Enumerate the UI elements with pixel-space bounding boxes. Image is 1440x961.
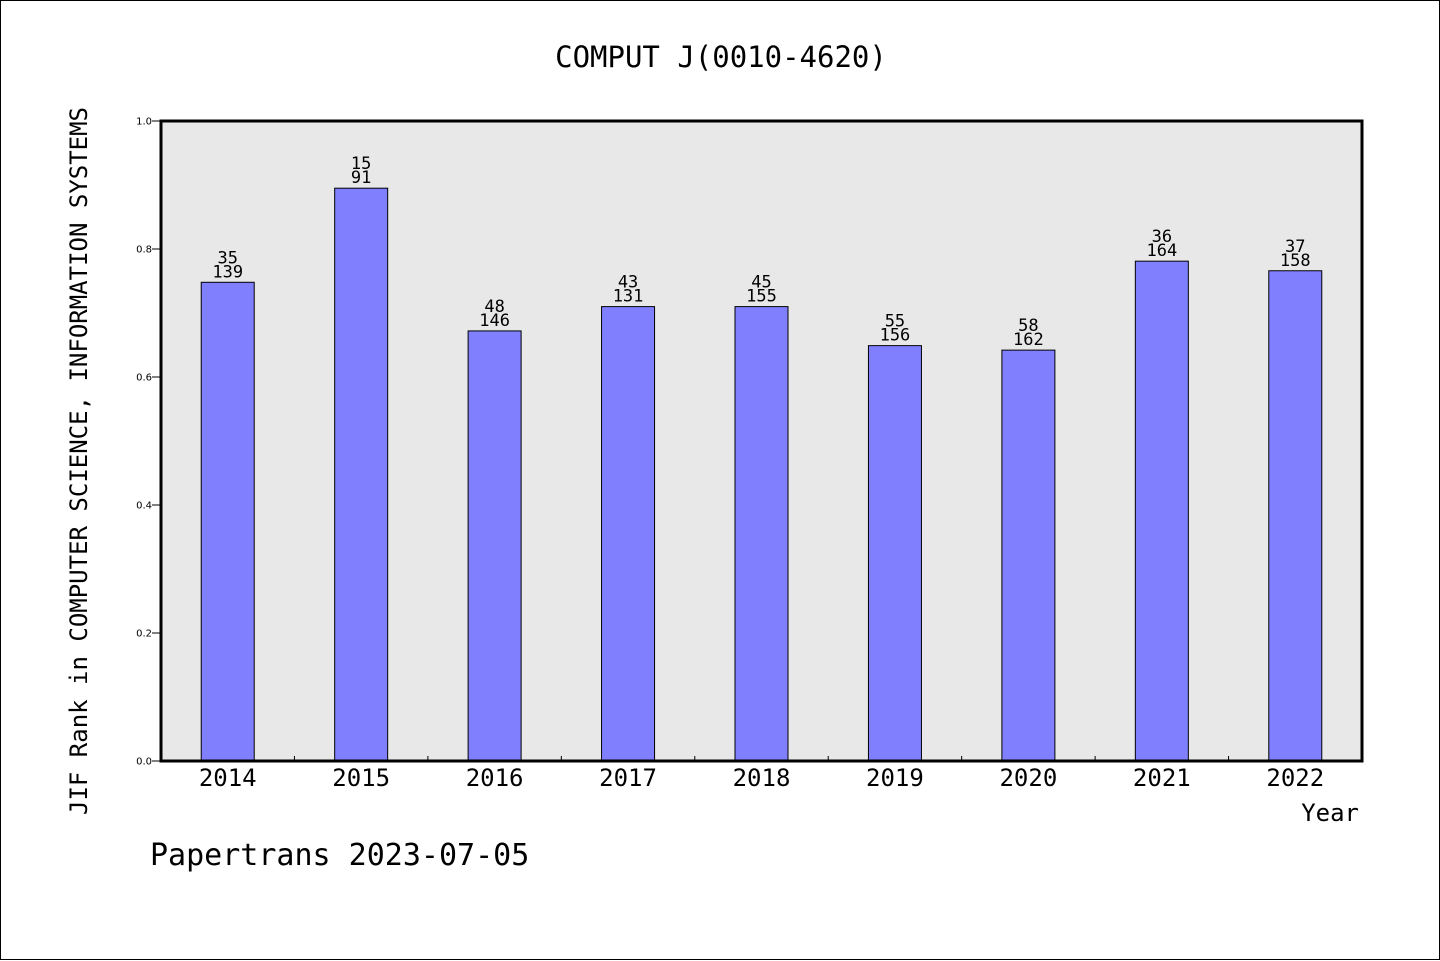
bar-rank-label: 15 bbox=[351, 154, 371, 174]
x-axis-tick-labels: 2014 2015 2016 2017 2018 2019 2020 2021 2022 bbox=[199, 764, 1324, 792]
bar-2015 bbox=[334, 187, 389, 762]
x-axis-label: Year bbox=[1301, 799, 1359, 827]
y-axis-label: JIF Rank in COMPUTER SCIENCE, INFORMATIO… bbox=[65, 107, 93, 815]
bar-rank-label: 37 bbox=[1285, 237, 1305, 257]
x-tick-label: 2021 bbox=[1133, 764, 1191, 792]
bar-total-label: 162 bbox=[1013, 330, 1044, 350]
bar-rank-label: 58 bbox=[1018, 316, 1038, 336]
y-tick-label: 1.0 bbox=[136, 117, 152, 128]
bar-total-label: 146 bbox=[479, 311, 510, 331]
y-tick-label: 0.8 bbox=[136, 245, 152, 256]
bar-total-label: 91 bbox=[351, 168, 371, 188]
bar-2017 bbox=[601, 306, 656, 762]
y-tick-label: 0.0 bbox=[136, 757, 152, 768]
bar-rank-label: 48 bbox=[484, 297, 504, 317]
bar-total-label: 164 bbox=[1146, 241, 1177, 261]
x-tick-label: 2014 bbox=[199, 764, 257, 792]
bar-total-label: 158 bbox=[1280, 251, 1311, 271]
plot-border bbox=[159, 119, 1364, 763]
x-tick-label: 2022 bbox=[1266, 764, 1324, 792]
footer-watermark: Papertrans 2023-07-05 bbox=[150, 838, 529, 873]
bar-total-label: 156 bbox=[880, 326, 911, 346]
x-tick-label: 2019 bbox=[866, 764, 924, 792]
bar-rank-label: 35 bbox=[217, 248, 237, 268]
x-tick-label: 2020 bbox=[999, 764, 1057, 792]
bar-2014 bbox=[200, 281, 255, 762]
bars bbox=[200, 187, 1323, 762]
bar-total-label: 139 bbox=[212, 262, 243, 282]
bar-2018 bbox=[734, 306, 789, 762]
bar-total-label: 131 bbox=[613, 287, 644, 307]
chart-title: COMPUT J(0010-4620) bbox=[555, 40, 887, 74]
bar-rank-label: 45 bbox=[751, 273, 771, 293]
y-tick-label: 0.4 bbox=[136, 501, 152, 512]
y-tick-label: 0.2 bbox=[136, 629, 152, 640]
bar-2019 bbox=[867, 345, 922, 762]
bar-rank-label: 36 bbox=[1152, 227, 1172, 247]
bar-2021 bbox=[1134, 260, 1189, 762]
bar-rank-label: 43 bbox=[618, 273, 638, 293]
x-tick-label: 2015 bbox=[332, 764, 390, 792]
bar-total-label: 155 bbox=[746, 287, 777, 307]
y-tick-label: 0.6 bbox=[136, 373, 152, 384]
bar-2020 bbox=[1001, 349, 1056, 762]
y-axis: 0.0 0.2 0.4 0.6 0.8 1.0 bbox=[136, 117, 161, 768]
x-tick-label: 2016 bbox=[466, 764, 524, 792]
x-tick-label: 2017 bbox=[599, 764, 657, 792]
bar-2016 bbox=[467, 330, 522, 762]
bar-2022 bbox=[1268, 270, 1323, 762]
x-tick-label: 2018 bbox=[733, 764, 791, 792]
bar-rank-label: 55 bbox=[885, 312, 905, 332]
